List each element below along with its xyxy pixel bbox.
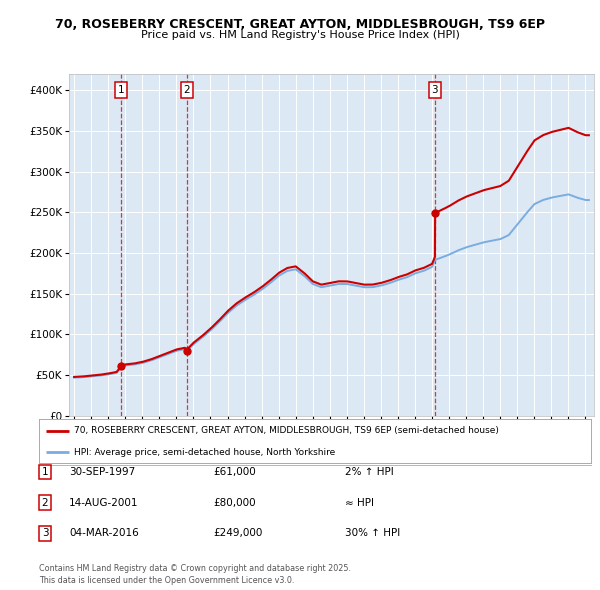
Text: £61,000: £61,000 xyxy=(213,467,256,477)
Text: 2% ↑ HPI: 2% ↑ HPI xyxy=(345,467,394,477)
Text: Contains HM Land Registry data © Crown copyright and database right 2025.
This d: Contains HM Land Registry data © Crown c… xyxy=(39,564,351,585)
Text: Price paid vs. HM Land Registry's House Price Index (HPI): Price paid vs. HM Land Registry's House … xyxy=(140,30,460,40)
Text: 70, ROSEBERRY CRESCENT, GREAT AYTON, MIDDLESBROUGH, TS9 6EP: 70, ROSEBERRY CRESCENT, GREAT AYTON, MID… xyxy=(55,18,545,31)
Text: HPI: Average price, semi-detached house, North Yorkshire: HPI: Average price, semi-detached house,… xyxy=(74,448,335,457)
Text: £249,000: £249,000 xyxy=(213,529,262,538)
Text: 04-MAR-2016: 04-MAR-2016 xyxy=(69,529,139,538)
Text: 30% ↑ HPI: 30% ↑ HPI xyxy=(345,529,400,538)
Text: 2: 2 xyxy=(184,85,190,95)
Text: 3: 3 xyxy=(431,85,438,95)
Text: 30-SEP-1997: 30-SEP-1997 xyxy=(69,467,135,477)
Text: ≈ HPI: ≈ HPI xyxy=(345,498,374,507)
Text: 14-AUG-2001: 14-AUG-2001 xyxy=(69,498,139,507)
Text: 1: 1 xyxy=(41,467,49,477)
Text: £80,000: £80,000 xyxy=(213,498,256,507)
Text: 3: 3 xyxy=(41,529,49,538)
Text: 70, ROSEBERRY CRESCENT, GREAT AYTON, MIDDLESBROUGH, TS9 6EP (semi-detached house: 70, ROSEBERRY CRESCENT, GREAT AYTON, MID… xyxy=(74,427,499,435)
Text: 2: 2 xyxy=(41,498,49,507)
Text: 1: 1 xyxy=(118,85,124,95)
